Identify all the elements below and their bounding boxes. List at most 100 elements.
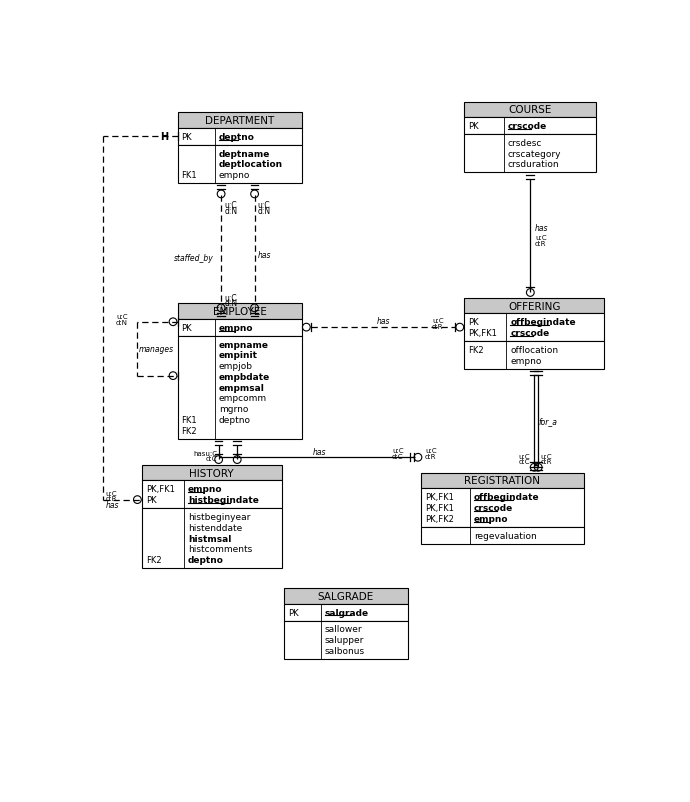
Bar <box>464 342 604 369</box>
Text: DEPARTMENT: DEPARTMENT <box>205 115 275 126</box>
Text: crscode: crscode <box>508 122 547 131</box>
Text: has: has <box>106 501 119 510</box>
Text: manages: manages <box>139 345 174 354</box>
Text: FK2: FK2 <box>146 556 161 565</box>
Text: PK: PK <box>181 132 193 141</box>
Bar <box>464 314 604 342</box>
Text: d:N: d:N <box>224 298 237 308</box>
Text: PK: PK <box>288 608 298 617</box>
Text: u:C: u:C <box>257 201 270 210</box>
Text: empno: empno <box>510 356 542 365</box>
Text: deptno: deptno <box>219 415 250 424</box>
Text: salupper: salupper <box>325 635 364 645</box>
Text: d:N: d:N <box>257 207 270 216</box>
Text: offbegindate: offbegindate <box>510 318 575 327</box>
Text: crscode: crscode <box>474 503 513 512</box>
Text: mgrno: mgrno <box>219 405 248 414</box>
Text: empno: empno <box>219 171 250 180</box>
Text: empno: empno <box>188 484 222 494</box>
Text: offbegindate: offbegindate <box>474 492 540 501</box>
Text: empbdate: empbdate <box>219 372 270 382</box>
Text: histenddate: histenddate <box>188 523 242 533</box>
Bar <box>178 113 302 128</box>
Text: FK1: FK1 <box>181 415 197 424</box>
Bar <box>464 298 604 314</box>
Text: PK: PK <box>146 496 157 504</box>
Text: SALGRADE: SALGRADE <box>318 591 374 602</box>
Text: u:C: u:C <box>392 448 404 454</box>
Text: sallower: sallower <box>325 625 362 634</box>
Text: PK,FK2: PK,FK2 <box>425 514 454 523</box>
Text: has: has <box>376 316 390 326</box>
Text: deptname: deptname <box>219 149 270 159</box>
Bar <box>284 604 408 621</box>
Text: H: H <box>160 132 168 142</box>
Text: u:C: u:C <box>117 314 128 320</box>
Text: FK2: FK2 <box>469 346 484 354</box>
Text: histmsal: histmsal <box>188 534 231 543</box>
Text: u:C: u:C <box>425 448 437 454</box>
Text: EMPLOYEE: EMPLOYEE <box>213 306 266 317</box>
Bar <box>178 145 302 184</box>
Text: has: has <box>257 251 271 260</box>
Text: PK: PK <box>469 318 479 327</box>
Text: PK,FK1: PK,FK1 <box>469 329 497 338</box>
Text: deptlocation: deptlocation <box>219 160 283 169</box>
Text: histcomments: histcomments <box>188 545 252 553</box>
Text: u:C: u:C <box>540 453 552 460</box>
Text: empinit: empinit <box>219 351 258 360</box>
Bar <box>284 589 408 604</box>
Text: PK,FK1: PK,FK1 <box>425 503 454 512</box>
Bar <box>142 480 282 508</box>
Bar <box>464 103 596 118</box>
Text: HISTORY: HISTORY <box>190 468 234 478</box>
Text: u:C: u:C <box>224 201 237 210</box>
Text: PK: PK <box>469 122 479 131</box>
Text: d:C: d:C <box>392 453 404 460</box>
Text: for_a: for_a <box>539 417 558 426</box>
Text: crsdesc: crsdesc <box>508 139 542 148</box>
Text: offlocation: offlocation <box>510 346 558 354</box>
Bar <box>178 336 302 439</box>
Bar <box>178 128 302 145</box>
Text: FK2: FK2 <box>181 427 197 435</box>
Text: d:N: d:N <box>224 207 237 216</box>
Text: hasu:C: hasu:C <box>193 450 217 456</box>
Text: empno: empno <box>474 514 509 523</box>
Bar <box>421 488 584 527</box>
Bar <box>142 465 282 480</box>
Bar <box>142 508 282 569</box>
Text: crscode: crscode <box>510 329 549 338</box>
Text: deptno: deptno <box>219 132 255 141</box>
Bar <box>178 319 302 336</box>
Text: d:R: d:R <box>432 323 444 329</box>
Text: empmsal: empmsal <box>219 383 265 392</box>
Text: PK,FK1: PK,FK1 <box>146 484 175 494</box>
Bar <box>421 473 584 488</box>
Text: crscategory: crscategory <box>508 149 562 159</box>
Text: has: has <box>535 224 549 233</box>
Text: d:R: d:R <box>106 496 117 501</box>
Bar <box>464 118 596 135</box>
Bar <box>284 621 408 659</box>
Text: empname: empname <box>219 340 269 349</box>
Text: OFFERING: OFFERING <box>508 302 560 311</box>
Text: d:C: d:C <box>519 459 530 464</box>
Bar <box>464 135 596 173</box>
Text: empjob: empjob <box>219 362 253 371</box>
Text: crsduration: crsduration <box>508 160 560 169</box>
Text: empcomm: empcomm <box>219 394 267 403</box>
Text: PK: PK <box>181 323 193 332</box>
Text: u:C: u:C <box>106 490 117 496</box>
Text: salbonus: salbonus <box>325 646 365 655</box>
Text: histbeginyear: histbeginyear <box>188 512 250 521</box>
Bar <box>421 527 584 544</box>
Bar <box>178 304 302 319</box>
Text: salgrade: salgrade <box>325 608 369 617</box>
Text: staffed_by: staffed_by <box>174 253 213 262</box>
Text: u:C: u:C <box>519 453 531 460</box>
Text: regevaluation: regevaluation <box>474 531 537 540</box>
Text: histbegindate: histbegindate <box>188 496 259 504</box>
Text: d:C: d:C <box>206 456 217 461</box>
Text: d:R: d:R <box>425 453 437 460</box>
